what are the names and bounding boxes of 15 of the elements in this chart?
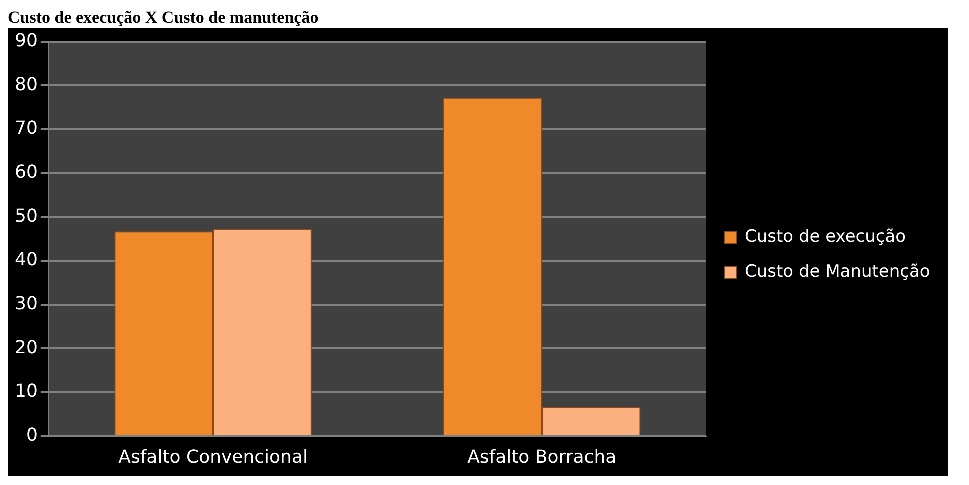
x-tick-label: Asfalto Borracha: [468, 446, 617, 468]
y-tick-label: 90: [15, 30, 38, 52]
y-tick-label: 40: [15, 250, 38, 271]
y-tick-label: 10: [15, 381, 38, 402]
legend-label: Custo de Manutenção: [745, 262, 930, 282]
y-tick-label: 80: [15, 74, 38, 96]
legend-label: Custo de execução: [745, 226, 906, 247]
chart-title: Custo de execução X Custo de manutenção: [8, 8, 320, 28]
y-tick-label: 50: [15, 206, 38, 227]
y-tick-label: 20: [15, 337, 38, 358]
y-tick-label: 60: [15, 162, 38, 184]
y-tick-label: 30: [15, 294, 38, 315]
x-tick-label: Asfalto Convencional: [118, 446, 308, 468]
y-tick-label: 70: [15, 118, 38, 140]
y-tick-label: 0: [26, 425, 38, 446]
